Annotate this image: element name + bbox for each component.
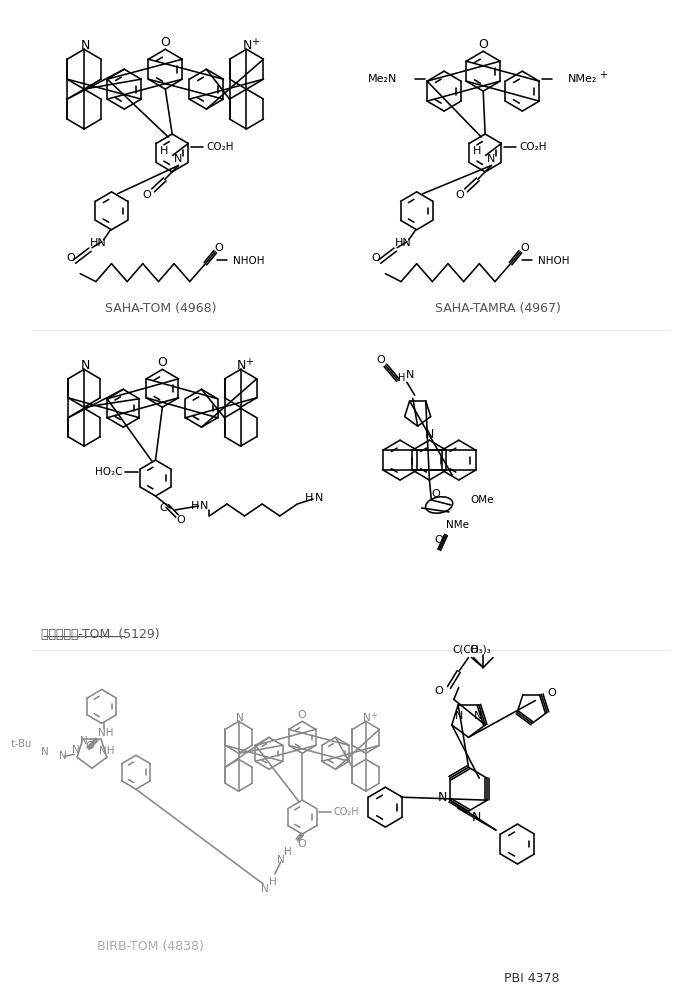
Text: SAHA-TAMRA (4967): SAHA-TAMRA (4967) bbox=[435, 302, 561, 315]
Text: N: N bbox=[41, 747, 49, 757]
Text: O: O bbox=[66, 253, 75, 263]
Text: O: O bbox=[177, 515, 186, 525]
Text: H: H bbox=[398, 373, 406, 383]
Text: OMe: OMe bbox=[471, 495, 494, 505]
Text: C(CH₃)₃: C(CH₃)₃ bbox=[452, 645, 491, 655]
Text: NMe₂: NMe₂ bbox=[569, 74, 598, 84]
Text: NH: NH bbox=[98, 728, 113, 738]
Text: O: O bbox=[371, 253, 380, 263]
Text: O: O bbox=[435, 686, 444, 696]
Text: +: + bbox=[599, 70, 607, 80]
Text: N: N bbox=[237, 359, 246, 372]
Text: O: O bbox=[215, 243, 224, 253]
Text: O: O bbox=[478, 38, 488, 51]
Text: N: N bbox=[262, 884, 269, 894]
Text: N: N bbox=[406, 370, 414, 380]
Text: H: H bbox=[305, 493, 313, 503]
Text: BIRB-TOM (4838): BIRB-TOM (4838) bbox=[97, 940, 204, 953]
Text: O: O bbox=[86, 741, 95, 751]
Text: +: + bbox=[246, 357, 253, 367]
Text: H: H bbox=[269, 877, 277, 887]
Text: N: N bbox=[81, 39, 90, 52]
Text: HO₂C: HO₂C bbox=[95, 467, 122, 477]
Text: H: H bbox=[284, 847, 291, 857]
Text: N: N bbox=[243, 39, 252, 52]
Text: O: O bbox=[298, 839, 306, 849]
Text: PBI 4378: PBI 4378 bbox=[504, 972, 560, 985]
Text: N: N bbox=[236, 713, 244, 723]
Text: t-Bu: t-Bu bbox=[5, 739, 31, 749]
Text: N: N bbox=[487, 154, 495, 164]
Text: H: H bbox=[160, 146, 168, 156]
Text: NMe: NMe bbox=[446, 520, 469, 530]
Text: NHOH: NHOH bbox=[538, 256, 569, 266]
Text: N: N bbox=[472, 811, 481, 824]
Text: N: N bbox=[200, 501, 208, 511]
Text: CO₂H: CO₂H bbox=[206, 142, 234, 152]
Text: N: N bbox=[425, 428, 434, 441]
Text: N: N bbox=[277, 855, 284, 865]
Text: CO₂H: CO₂H bbox=[520, 142, 547, 152]
Text: NHOH: NHOH bbox=[233, 256, 264, 266]
Text: N: N bbox=[437, 791, 447, 804]
Text: N: N bbox=[363, 713, 371, 723]
Text: N: N bbox=[315, 493, 323, 503]
Text: HN: HN bbox=[395, 238, 411, 248]
Text: O: O bbox=[456, 190, 464, 200]
Text: H: H bbox=[473, 146, 482, 156]
Text: +: + bbox=[371, 711, 377, 720]
Text: +: + bbox=[251, 37, 259, 47]
Text: N: N bbox=[455, 711, 463, 721]
Text: O: O bbox=[435, 535, 444, 545]
Text: O: O bbox=[376, 355, 385, 365]
Text: CO₂H: CO₂H bbox=[333, 807, 359, 817]
Text: O: O bbox=[157, 356, 167, 369]
Text: N: N bbox=[59, 751, 66, 761]
Text: O: O bbox=[432, 489, 441, 499]
Text: O: O bbox=[520, 243, 529, 253]
Text: H: H bbox=[190, 501, 199, 511]
Text: NH: NH bbox=[99, 746, 115, 756]
Text: O: O bbox=[469, 645, 477, 655]
Text: O: O bbox=[143, 190, 152, 200]
Text: N: N bbox=[81, 359, 90, 372]
Text: O: O bbox=[298, 710, 306, 720]
Text: O: O bbox=[547, 688, 556, 698]
Text: SAHA-TOM (4968): SAHA-TOM (4968) bbox=[105, 302, 216, 315]
Text: HN: HN bbox=[90, 238, 106, 248]
Text: O: O bbox=[160, 36, 170, 49]
Text: N: N bbox=[80, 736, 88, 746]
Text: 星形屢菌素-TOM  (5129): 星形屢菌素-TOM (5129) bbox=[41, 628, 159, 641]
Text: N: N bbox=[175, 154, 183, 164]
Text: C: C bbox=[159, 503, 167, 513]
Text: N: N bbox=[474, 711, 482, 721]
Text: N: N bbox=[72, 745, 80, 755]
Text: Me₂N: Me₂N bbox=[368, 74, 397, 84]
